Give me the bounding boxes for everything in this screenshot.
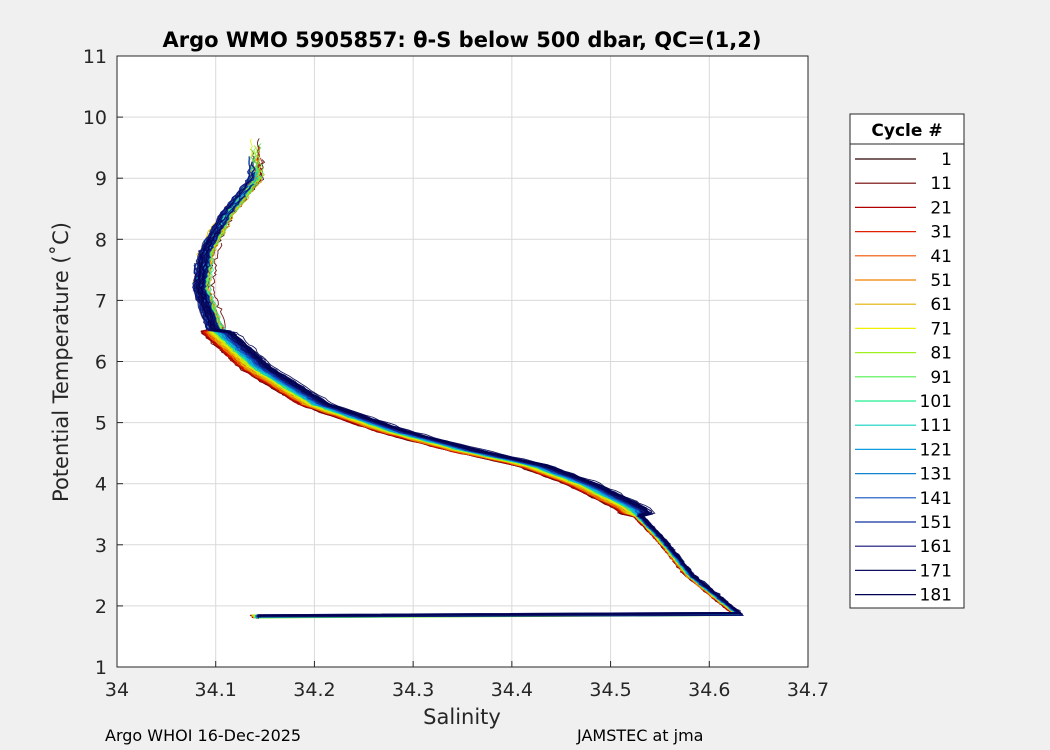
y-axis-label: Potential Temperature (˚C) [49,222,73,502]
legend-entry-label: 81 [930,344,952,364]
x-tick-label: 34 [105,679,129,701]
legend-title: Cycle # [871,121,942,141]
legend-entry-label: 121 [920,440,952,460]
legend-entry-label: 161 [920,537,952,557]
y-tick-label: 7 [95,290,107,312]
plot-frame [116,55,809,668]
y-tick-label: 9 [95,168,107,190]
y-tick-label: 5 [95,413,107,435]
legend-entry-label: 31 [930,223,952,243]
legend-box [849,113,965,609]
legend-entries: 1112131415161718191101111121131141151161… [855,150,952,606]
series-line [195,254,741,614]
legend-entry-label: 181 [920,586,952,606]
y-tick-label: 6 [95,352,107,374]
y-tick-label: 10 [83,107,107,129]
x-tick-label: 34.4 [491,679,533,701]
legend-entry-label: 91 [930,368,952,388]
data-series-group [192,138,745,619]
legend-entry-label: 51 [930,271,952,291]
x-tick-label: 34.6 [688,679,730,701]
footer-left: Argo WHOI 16-Dec-2025 [105,726,302,745]
legend-entry-label: 171 [920,561,952,581]
legend-entry-label: 21 [930,198,952,218]
x-tick-label: 34.3 [392,679,434,701]
y-tick-label: 8 [95,229,107,251]
legend-entry-label: 41 [930,247,952,267]
x-tick-label: 34.7 [787,679,829,701]
y-tick-label: 4 [95,474,107,496]
legend-entry-label: 61 [930,295,952,315]
y-tick-label: 11 [83,46,107,68]
legend-entry-label: 11 [930,174,952,194]
legend: Cycle # 11121314151617181911011111211311… [849,113,965,609]
series-line [200,231,741,618]
x-tick-labels: 34 34.1 34.2 34.3 34.4 34.5 34.6 34.7 [105,679,829,701]
y-tick-labels: 1 2 3 4 5 6 7 8 9 10 11 [83,46,107,679]
x-tick-label: 34.1 [195,679,237,701]
footer-right: JAMSTEC at jma [577,726,704,745]
x-axis-label: Salinity [423,705,501,729]
y-tick-label: 3 [95,535,107,557]
legend-entry-label: 71 [930,319,952,339]
y-tick-label: 1 [95,657,107,679]
legend-entry-label: 111 [920,416,952,436]
x-tick-label: 34.5 [589,679,631,701]
legend-entry-label: 141 [920,489,952,509]
x-tick-label: 34.2 [293,679,335,701]
legend-entry-label: 1 [941,150,952,170]
chart-title: Argo WMO 5905857: θ-S below 500 dbar, QC… [163,28,762,52]
y-tick-label: 2 [95,596,107,618]
legend-entry-label: 151 [920,513,952,533]
legend-entry-label: 101 [920,392,952,412]
legend-entry-label: 131 [920,465,952,485]
